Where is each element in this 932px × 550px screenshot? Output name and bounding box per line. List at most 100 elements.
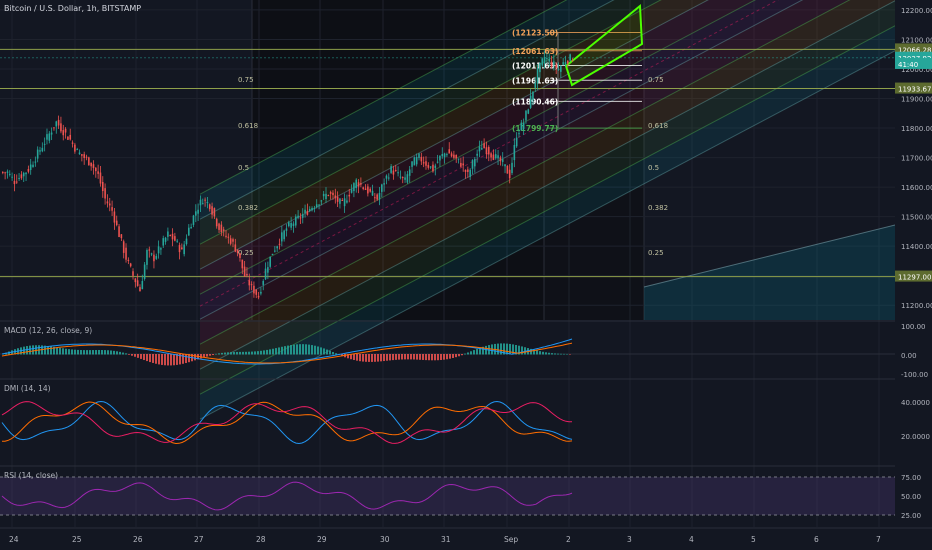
candle-body[interactable] <box>285 228 288 231</box>
candle-body[interactable] <box>343 198 346 207</box>
candle-body[interactable] <box>332 192 334 196</box>
candle-body[interactable] <box>294 216 297 226</box>
candle-body[interactable] <box>255 289 258 295</box>
candle-body[interactable] <box>171 233 174 240</box>
candle-body[interactable] <box>550 61 553 67</box>
candle-body[interactable] <box>57 119 60 126</box>
candle-body[interactable] <box>234 244 237 252</box>
candle-body[interactable] <box>320 200 323 202</box>
candle-body[interactable] <box>483 143 485 149</box>
candle-body[interactable] <box>420 156 423 162</box>
candle-body[interactable] <box>341 199 344 201</box>
candle-body[interactable] <box>422 162 425 164</box>
candle-body[interactable] <box>220 224 223 233</box>
candle-body[interactable] <box>141 280 144 290</box>
candle-body[interactable] <box>62 130 65 136</box>
candle-body[interactable] <box>487 146 490 155</box>
candle-body[interactable] <box>129 263 132 267</box>
candle-body[interactable] <box>153 254 155 262</box>
candle-body[interactable] <box>439 155 441 161</box>
candle-body[interactable] <box>120 234 123 239</box>
candle-body[interactable] <box>462 163 464 166</box>
candle-body[interactable] <box>6 171 9 173</box>
candle-body[interactable] <box>304 209 306 214</box>
candle-body[interactable] <box>353 183 355 192</box>
candle-body[interactable] <box>453 154 455 158</box>
candle-body[interactable] <box>185 238 188 245</box>
candle-body[interactable] <box>529 95 532 108</box>
candle-body[interactable] <box>464 169 467 172</box>
candle-body[interactable] <box>257 295 260 298</box>
candle-body[interactable] <box>243 266 246 277</box>
candle-body[interactable] <box>520 122 523 131</box>
candle-body[interactable] <box>480 148 483 150</box>
candle-body[interactable] <box>425 161 427 166</box>
candle-body[interactable] <box>511 162 513 174</box>
candle-body[interactable] <box>492 154 495 160</box>
candle-body[interactable] <box>55 121 58 127</box>
candle-body[interactable] <box>71 142 74 144</box>
candle-body[interactable] <box>157 246 160 254</box>
candle-body[interactable] <box>227 236 230 238</box>
candle-body[interactable] <box>146 250 148 265</box>
candle-body[interactable] <box>229 238 232 244</box>
candle-body[interactable] <box>150 253 153 255</box>
candle-body[interactable] <box>115 220 118 226</box>
candle-body[interactable] <box>532 91 534 101</box>
candle-body[interactable] <box>25 172 27 175</box>
candle-body[interactable] <box>136 280 139 286</box>
candle-body[interactable] <box>485 147 488 155</box>
candle-body[interactable] <box>318 204 320 206</box>
candle-body[interactable] <box>2 171 4 173</box>
candle-body[interactable] <box>22 172 25 177</box>
candle-body[interactable] <box>118 226 120 238</box>
candle-body[interactable] <box>490 153 492 158</box>
candle-body[interactable] <box>394 169 397 171</box>
candle-body[interactable] <box>369 188 371 192</box>
candle-body[interactable] <box>281 232 283 242</box>
candle-body[interactable] <box>460 162 462 167</box>
candle-body[interactable] <box>248 280 251 286</box>
candle-body[interactable] <box>322 193 325 197</box>
candle-body[interactable] <box>427 164 430 168</box>
candle-body[interactable] <box>569 54 571 61</box>
candle-body[interactable] <box>432 164 434 172</box>
candle-body[interactable] <box>413 157 416 166</box>
candle-body[interactable] <box>441 154 444 157</box>
candle-body[interactable] <box>201 203 204 205</box>
candle-body[interactable] <box>434 165 437 169</box>
candle-body[interactable] <box>515 137 518 147</box>
candle-body[interactable] <box>162 238 165 246</box>
candle-body[interactable] <box>501 159 504 162</box>
candle-body[interactable] <box>329 192 332 194</box>
candle-body[interactable] <box>64 128 67 133</box>
candle-body[interactable] <box>211 206 213 215</box>
candle-body[interactable] <box>160 248 162 250</box>
candle-body[interactable] <box>378 192 381 200</box>
candle-body[interactable] <box>288 222 290 227</box>
candle-body[interactable] <box>176 240 178 242</box>
candle-body[interactable] <box>404 177 406 180</box>
candle-body[interactable] <box>78 152 81 155</box>
candle-body[interactable] <box>269 256 271 267</box>
candle-body[interactable] <box>97 171 99 174</box>
candle-body[interactable] <box>346 200 348 203</box>
candle-body[interactable] <box>250 284 253 286</box>
candle-body[interactable] <box>36 149 39 159</box>
candle-body[interactable] <box>260 291 262 294</box>
candle-body[interactable] <box>194 211 197 216</box>
candle-body[interactable] <box>50 132 53 135</box>
candle-body[interactable] <box>367 186 369 194</box>
candle-body[interactable] <box>18 177 20 179</box>
candle-body[interactable] <box>360 183 362 185</box>
candle-body[interactable] <box>46 134 48 140</box>
candle-body[interactable] <box>476 153 478 156</box>
candle-body[interactable] <box>199 199 202 206</box>
candle-body[interactable] <box>301 214 304 218</box>
candle-body[interactable] <box>390 166 392 173</box>
candle-body[interactable] <box>467 169 469 172</box>
candle-body[interactable] <box>41 147 44 152</box>
candle-body[interactable] <box>560 66 562 72</box>
candle-body[interactable] <box>206 202 209 204</box>
